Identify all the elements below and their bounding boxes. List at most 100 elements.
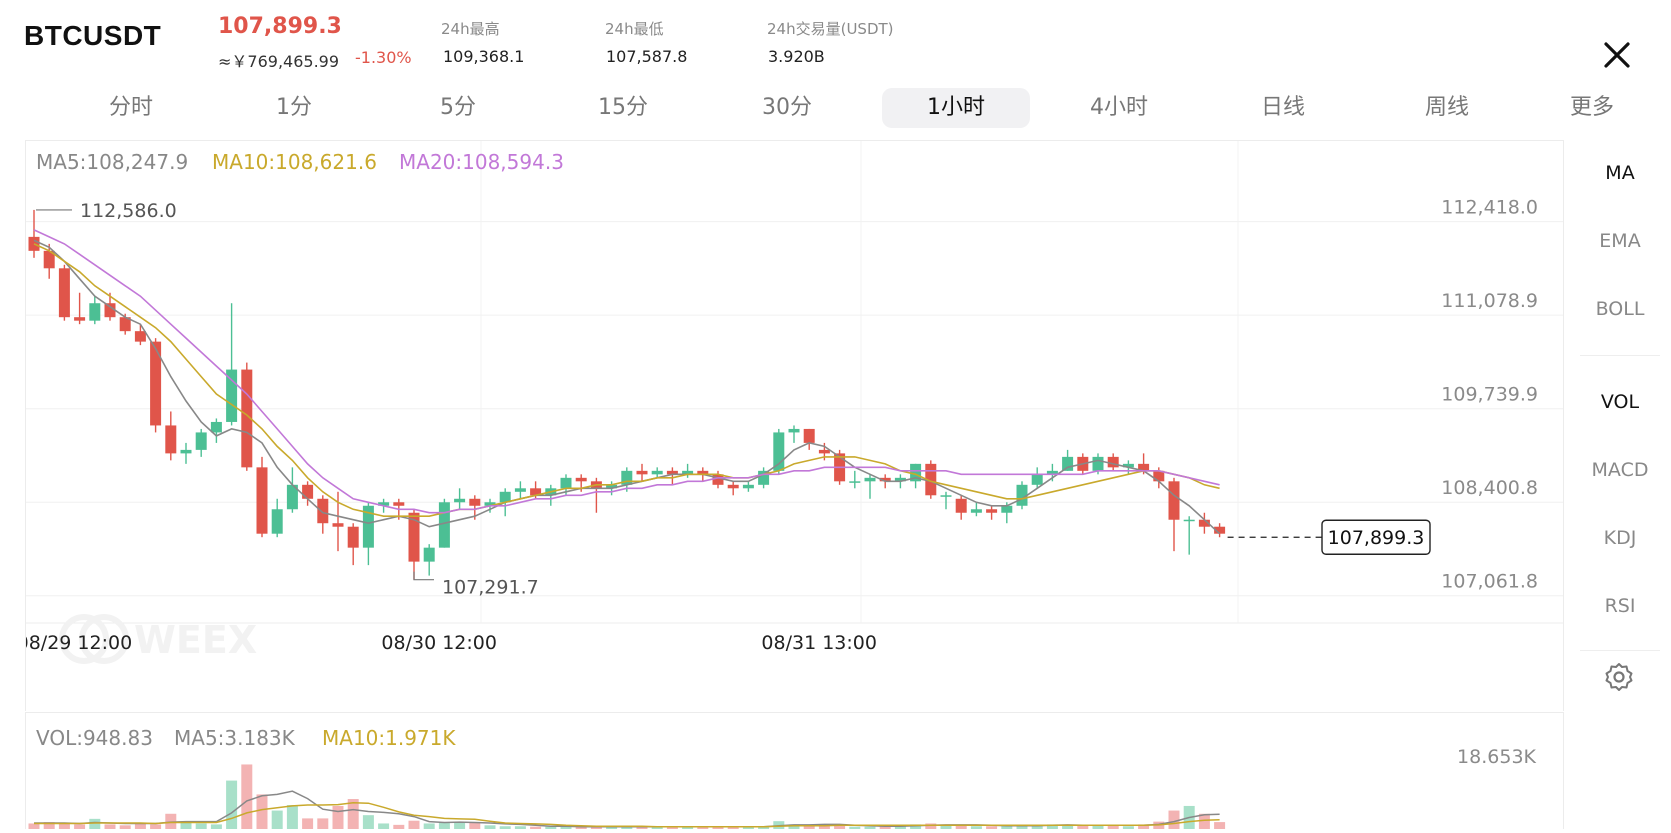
candle: [210, 418, 222, 443]
legend-vol-ma10: MA10:1.971K: [322, 726, 456, 750]
volume-bar: [43, 822, 55, 829]
candle: [347, 523, 359, 566]
candle: [1168, 477, 1180, 552]
candlestick-chart[interactable]: WEEX 112,418.0 111,078.9 109,739.9 108,400.…: [17, 140, 1564, 711]
candle-body: [666, 470, 678, 475]
high-price-label: 112,586.0: [80, 200, 177, 222]
indicator-rsi[interactable]: RSI: [1604, 595, 1636, 617]
current-price-box: [1321, 519, 1431, 555]
candle-body: [195, 432, 207, 450]
indicator-macd[interactable]: MACD: [1591, 459, 1649, 481]
candle-body: [560, 477, 572, 489]
candle: [955, 495, 967, 520]
stat-volume-value: 3.920B: [768, 47, 825, 66]
candle: [454, 488, 466, 510]
volume-bar: [1001, 825, 1013, 829]
candle: [332, 491, 344, 552]
volume-bar: [1138, 824, 1150, 829]
candle-body: [651, 470, 663, 475]
volume-bar: [241, 764, 253, 829]
tab-interval[interactable]: 30分: [762, 95, 812, 120]
candle: [682, 463, 694, 478]
candlestick-svg[interactable]: WEEX 112,418.0 111,078.9 109,739.9 108,400.…: [17, 141, 1563, 711]
tab-interval[interactable]: 日线: [1260, 95, 1305, 120]
candle-body: [925, 463, 937, 496]
volume-bar: [393, 824, 405, 829]
candle-body: [393, 502, 405, 506]
tab-interval[interactable]: 周线: [1424, 95, 1469, 120]
legend-ma20: MA20:108,594.3: [399, 150, 564, 174]
watermark: WEEX: [59, 614, 257, 664]
settings-button[interactable]: [1604, 662, 1634, 692]
candle-body: [575, 477, 587, 482]
volume-bar: [347, 799, 359, 829]
candle: [134, 324, 146, 346]
candle-body: [712, 474, 724, 485]
tab-interval-active[interactable]: 1小时: [882, 88, 1030, 128]
candle-body: [43, 250, 55, 269]
candle-body: [74, 317, 86, 321]
x-tick-label: 08/29 12:00: [26, 632, 132, 654]
candle-body: [818, 449, 830, 454]
tab-more[interactable]: 更多: [1569, 95, 1614, 120]
indicator-kdj[interactable]: KDJ: [1603, 527, 1637, 549]
candle: [195, 428, 207, 457]
candle-body: [165, 425, 177, 454]
volume-bar: [454, 822, 466, 829]
candle-body: [271, 509, 283, 534]
indicator-ema[interactable]: EMA: [1599, 230, 1641, 252]
x-tick-label: 08/31 13:00: [761, 632, 877, 654]
y-tick-label: 111,078.9: [1441, 290, 1538, 312]
candle-body: [910, 463, 922, 482]
candle-body: [1214, 526, 1226, 534]
stat-low-label: 24h最低: [605, 20, 664, 38]
candle-body: [1062, 456, 1074, 471]
close-icon[interactable]: [1600, 38, 1634, 72]
gear-icon[interactable]: [1604, 662, 1634, 692]
candle: [970, 502, 982, 517]
tab-interval[interactable]: 1分: [276, 95, 312, 120]
candle-body: [134, 331, 146, 342]
indicator-vol[interactable]: VOL: [1600, 391, 1640, 413]
candle: [986, 505, 998, 520]
candle: [514, 481, 526, 499]
candle-body: [484, 502, 496, 506]
volume-bar: [89, 818, 101, 829]
candle: [58, 264, 70, 321]
volume-bar: [1107, 825, 1119, 829]
volume-chart[interactable]: VOL:948.83 MA5:3.183K MA10:1.971K 18.653…: [25, 712, 1564, 829]
candle: [651, 467, 663, 478]
candle-body: [727, 484, 739, 489]
candle: [28, 209, 40, 258]
candle-body: [1168, 481, 1180, 520]
indicator-ma[interactable]: MA: [1605, 162, 1635, 184]
volume-bar: [469, 823, 481, 829]
volume-bar: [955, 825, 967, 829]
symbol-title: BTCUSDT: [24, 20, 162, 51]
tab-interval[interactable]: 5分: [440, 95, 476, 120]
stat-high-value: 109,368.1: [443, 47, 525, 66]
tab-interval[interactable]: 分时: [108, 95, 153, 120]
candle: [864, 474, 876, 499]
candle: [74, 292, 86, 325]
candle-body: [894, 477, 906, 482]
volume-bar: [1062, 825, 1074, 829]
candle-body: [1138, 463, 1150, 471]
volume-bar: [1046, 824, 1058, 829]
volume-bar: [438, 823, 450, 829]
candle-body: [940, 495, 952, 497]
indicator-boll[interactable]: BOLL: [1595, 298, 1645, 320]
sidebar-divider: [1580, 355, 1660, 356]
candle-body: [454, 498, 466, 503]
close-button[interactable]: [1600, 38, 1634, 72]
volume-bar: [834, 825, 846, 829]
volume-svg[interactable]: VOL:948.83 MA5:3.183K MA10:1.971K 18.653…: [26, 713, 1563, 829]
stat-low-value: 107,587.8: [606, 47, 688, 66]
tab-interval[interactable]: 4小时: [1090, 95, 1148, 120]
candle-body: [150, 341, 162, 426]
tab-interval[interactable]: 15分: [598, 95, 648, 120]
candle-body: [378, 502, 390, 506]
volume-bar: [28, 823, 40, 829]
candle-body: [742, 484, 754, 489]
candle-body: [1198, 519, 1210, 527]
